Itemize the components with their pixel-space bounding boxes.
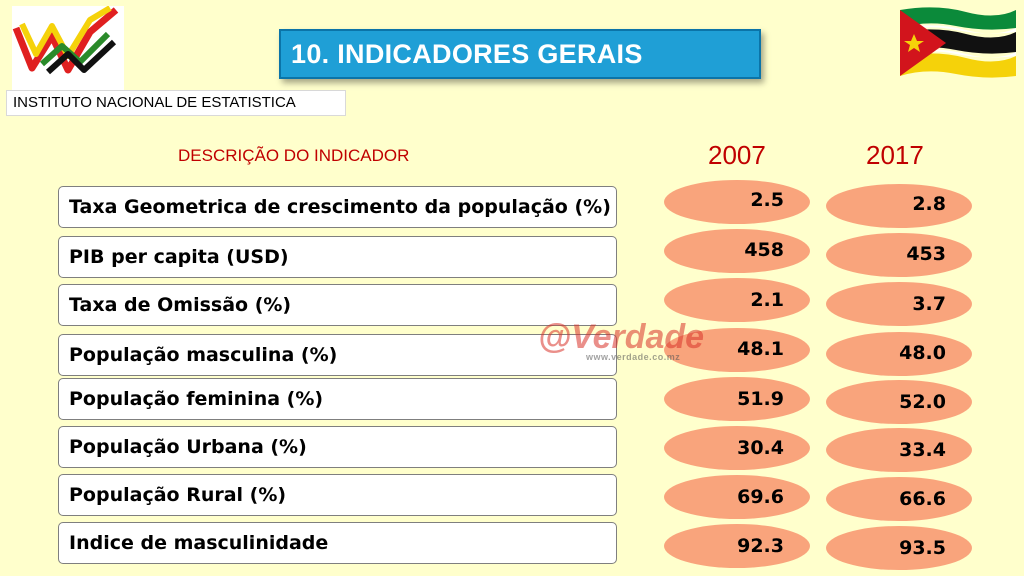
value-2007: 30.4 <box>664 426 810 470</box>
value-2007-text: 92.3 <box>737 535 784 557</box>
watermark-brand: @Verdade <box>538 318 705 356</box>
value-2007: 48.1 <box>664 328 810 372</box>
indicator-label: Taxa de Omissão (%) <box>58 284 617 326</box>
mozambique-flag-icon <box>900 7 1016 78</box>
indicator-label: População Rural (%) <box>58 474 617 516</box>
indicator-label: PIB per capita (USD) <box>58 236 617 278</box>
ine-logo-icon <box>12 6 124 90</box>
value-2017-text: 93.5 <box>899 537 946 559</box>
value-2017: 48.0 <box>826 332 972 376</box>
slide-title: 10. INDICADORES GERAIS <box>279 29 761 79</box>
value-2017-text: 2.8 <box>912 193 946 215</box>
value-2017-text: 66.6 <box>899 488 946 510</box>
value-2017: 66.6 <box>826 477 972 521</box>
description-heading: DESCRIÇÃO DO INDICADOR <box>178 146 410 165</box>
value-2017-text: 33.4 <box>899 439 946 461</box>
value-2017-text: 3.7 <box>912 293 946 315</box>
value-2007-text: 30.4 <box>737 437 784 459</box>
value-2017: 2.8 <box>826 184 972 228</box>
value-2017: 3.7 <box>826 282 972 326</box>
value-2007: 92.3 <box>664 524 810 568</box>
indicator-label: Indice de masculinidade <box>58 522 617 564</box>
value-2007: 2.1 <box>664 278 810 322</box>
year-2007-heading: 2007 <box>708 140 766 170</box>
value-2007: 458 <box>664 229 810 273</box>
value-2007-text: 458 <box>744 239 784 261</box>
value-2017: 453 <box>826 233 972 277</box>
year-2017-heading: 2017 <box>866 140 924 170</box>
value-2017-text: 48.0 <box>899 342 946 364</box>
watermark-url: www.verdade.co.mz <box>586 352 681 362</box>
indicator-label: Taxa Geometrica de crescimento da popula… <box>58 186 617 228</box>
value-2007: 2.5 <box>664 180 810 224</box>
institute-name: INSTITUTO NACIONAL DE ESTATISTICA <box>6 90 346 116</box>
value-2007-text: 2.5 <box>750 189 784 211</box>
verdade-watermark: @Verdade www.verdade.co.mz <box>520 318 704 370</box>
indicator-label: População Urbana (%) <box>58 426 617 468</box>
value-2007-text: 51.9 <box>737 388 784 410</box>
indicator-label: População feminina (%) <box>58 378 617 420</box>
value-2007-text: 69.6 <box>737 486 784 508</box>
value-2007-text: 48.1 <box>737 338 784 360</box>
value-2007-text: 2.1 <box>750 289 784 311</box>
value-2017: 52.0 <box>826 380 972 424</box>
value-2007: 69.6 <box>664 475 810 519</box>
value-2007: 51.9 <box>664 377 810 421</box>
value-2017: 33.4 <box>826 428 972 472</box>
indicator-label: População masculina (%) <box>58 334 617 376</box>
value-2017-text: 453 <box>906 243 946 265</box>
value-2017: 93.5 <box>826 526 972 570</box>
value-2017-text: 52.0 <box>899 391 946 413</box>
